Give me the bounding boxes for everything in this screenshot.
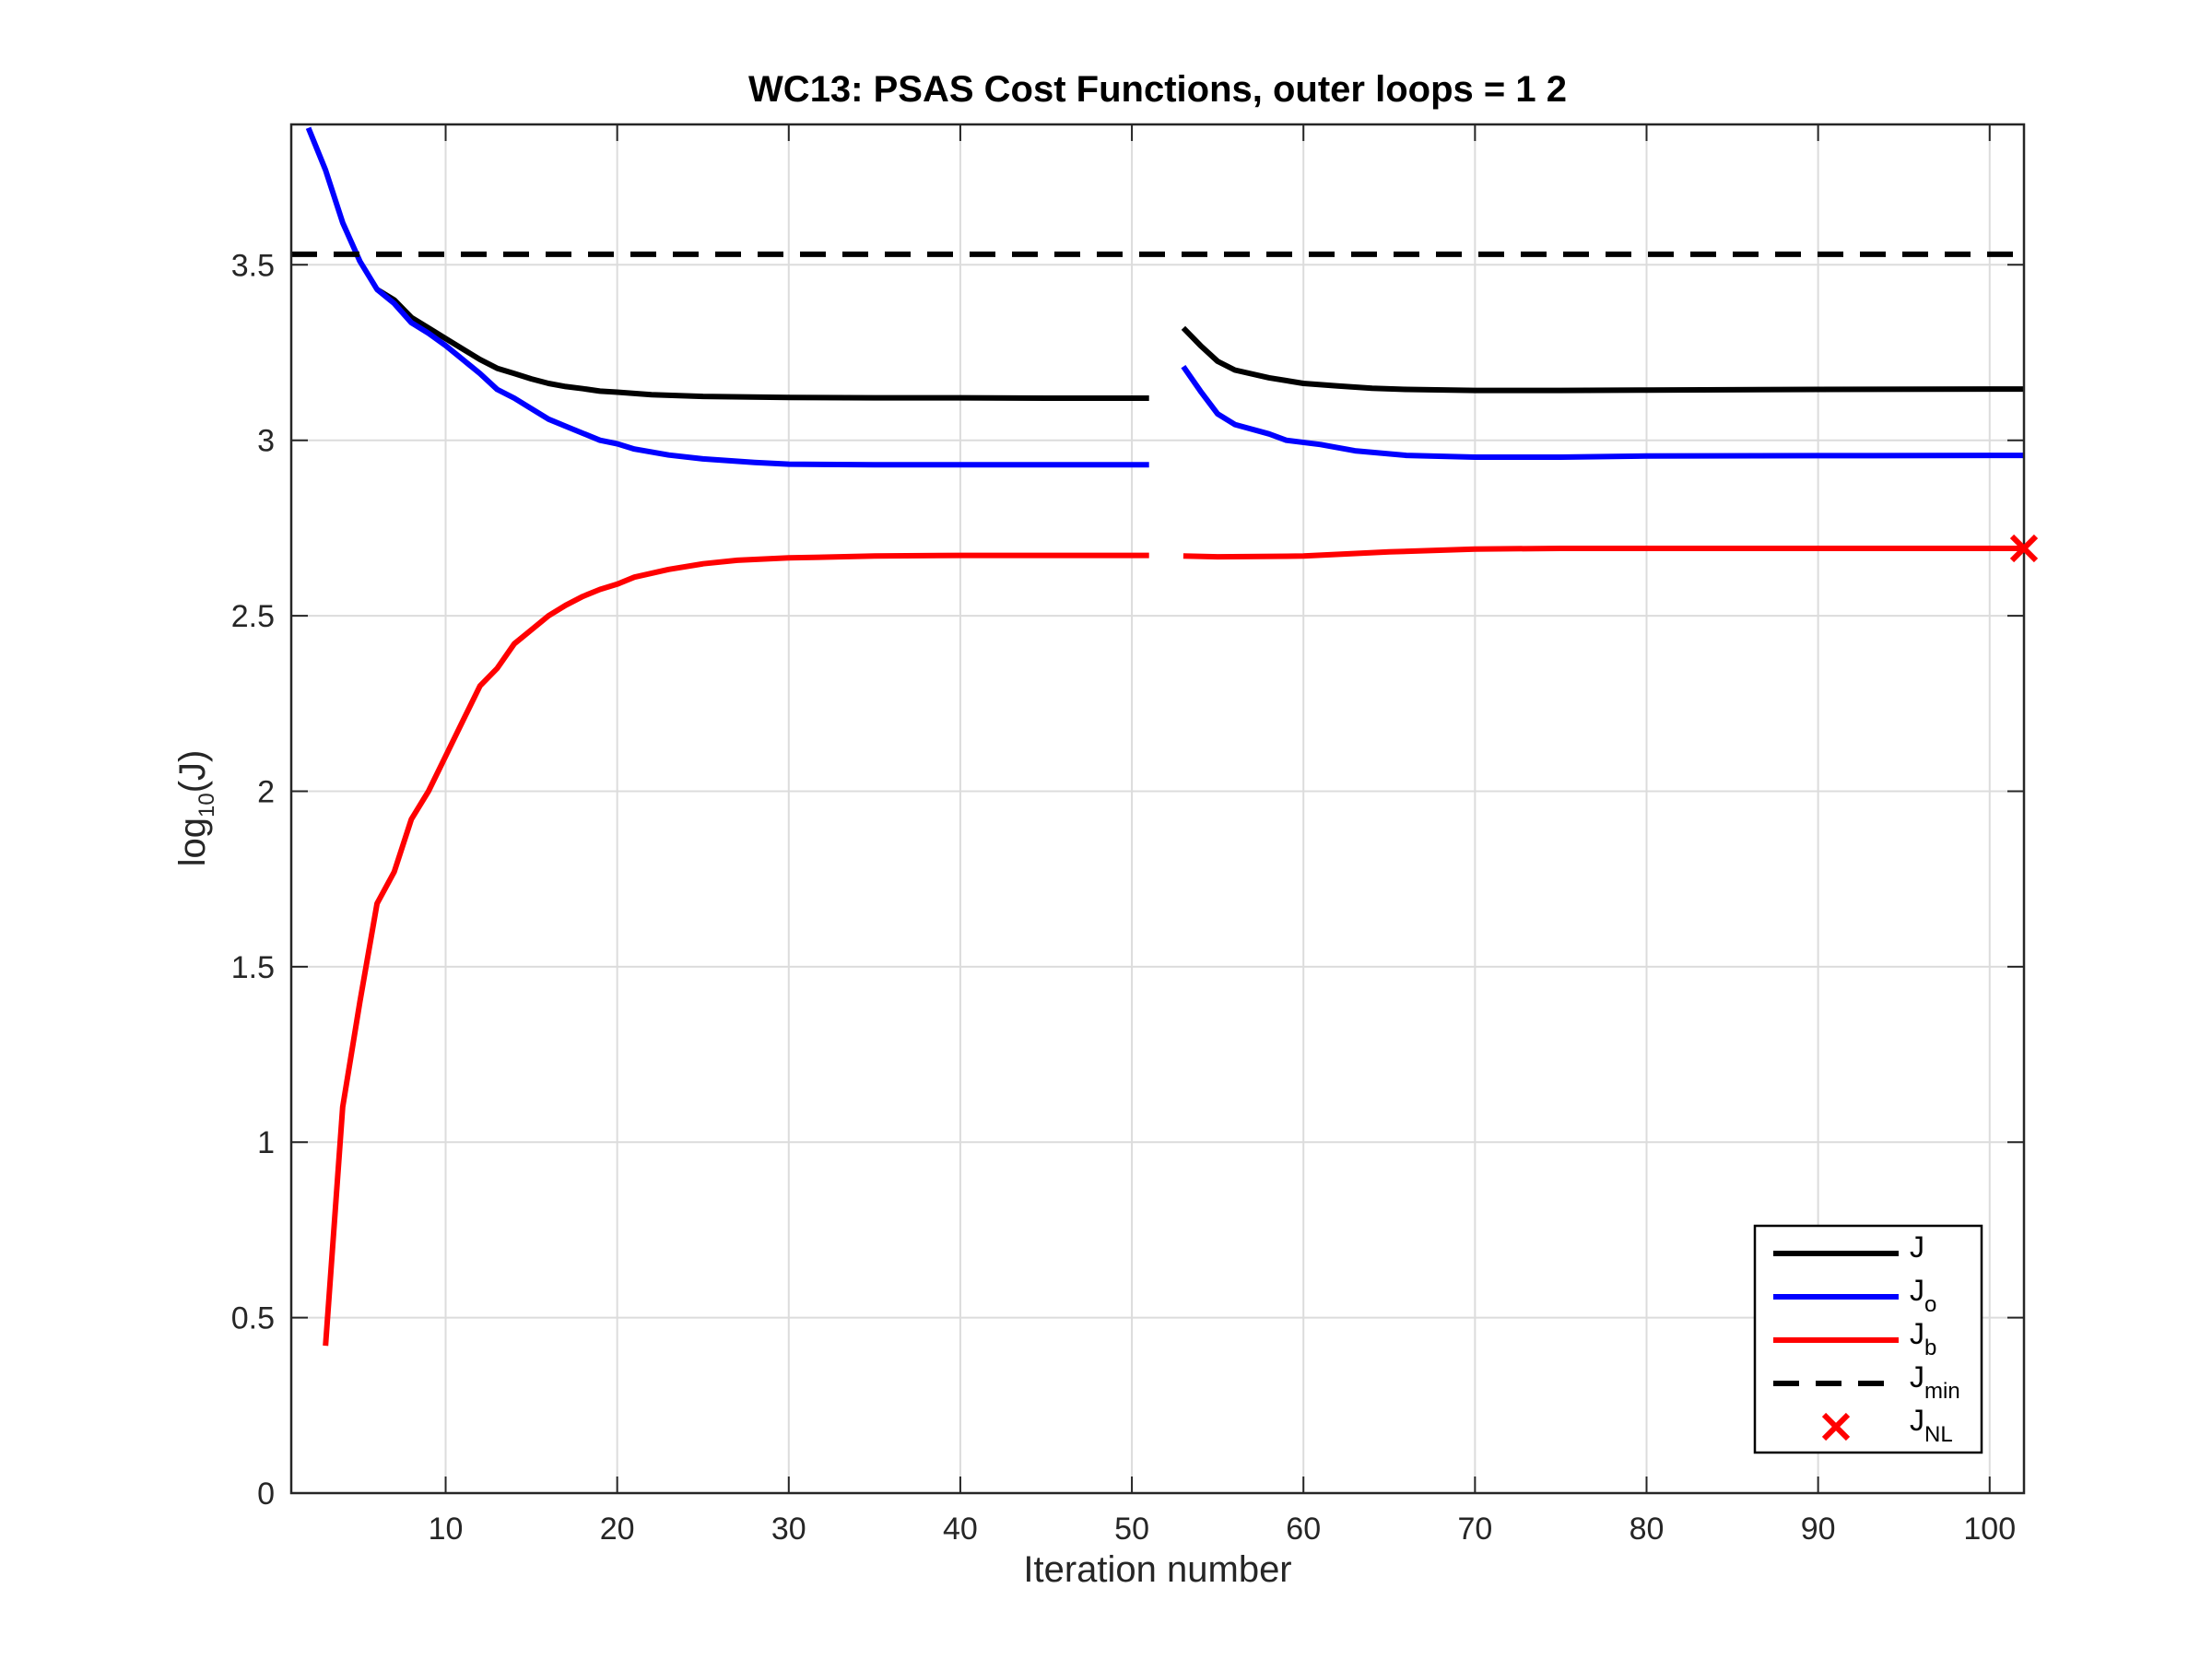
x-tick-label: 50 [1114,1512,1149,1547]
y-axis-label: log10(J) [172,750,219,867]
chart-title: WC13: PSAS Cost Functions, outer loops =… [748,69,1567,110]
x-tick-label: 30 [771,1512,806,1547]
x-axis-label: Iteration number [1023,1549,1291,1590]
series-line-jb-seg1 [323,552,1149,1347]
series-line-jo-seg1 [305,126,1149,468]
y-tick-label: 1 [257,1125,275,1160]
y-tick-label: 0.5 [231,1301,275,1336]
legend-label-jnl: JNL [1910,1404,1953,1447]
x-tick-label: 100 [1963,1512,2016,1547]
series-line-j-seg2 [1181,325,2024,394]
legend-label-j: J [1910,1230,1924,1264]
x-tick-label: 20 [600,1512,635,1547]
plot-area [291,124,2024,1493]
legend-label-jo: Jo [1910,1274,1936,1317]
y-axis-label-main: log [172,818,213,866]
legend-label-jb: Jb [1910,1317,1936,1360]
y-tick-label: 3.5 [231,248,275,283]
legend-label-jmin: Jmin [1910,1360,1960,1404]
marker-jnl [2009,534,2039,563]
series-line-jb-seg2 [1182,546,2024,560]
series-line-jo-seg2 [1181,364,2024,460]
y-axis-label-sub: 10 [194,793,219,818]
legend-symbol-jnl [1821,1412,1851,1441]
x-tick-label: 80 [1630,1512,1665,1547]
x-tick-label: 90 [1801,1512,1836,1547]
y-tick-label: 3 [257,424,275,459]
axes-box [289,123,2026,1495]
y-tick-label: 1.5 [231,950,275,985]
x-tick-label: 10 [429,1512,464,1547]
series-line-j-seg1 [375,287,1149,401]
y-tick-label: 2 [257,774,275,809]
y-tick-label: 0 [257,1477,275,1512]
x-tick-label: 70 [1457,1512,1492,1547]
series-layer [291,126,2024,1347]
ticks: 10 20 30 40 50 60 70 80 90 100 0 0.5 1 1.5 2 2.5 3 3.5 [231,124,2024,1547]
x-tick-label: 40 [943,1512,978,1547]
y-axis-label-rest: (J) [172,750,213,794]
x-tick-label: 60 [1286,1512,1321,1547]
y-tick-label: 2.5 [231,599,275,634]
